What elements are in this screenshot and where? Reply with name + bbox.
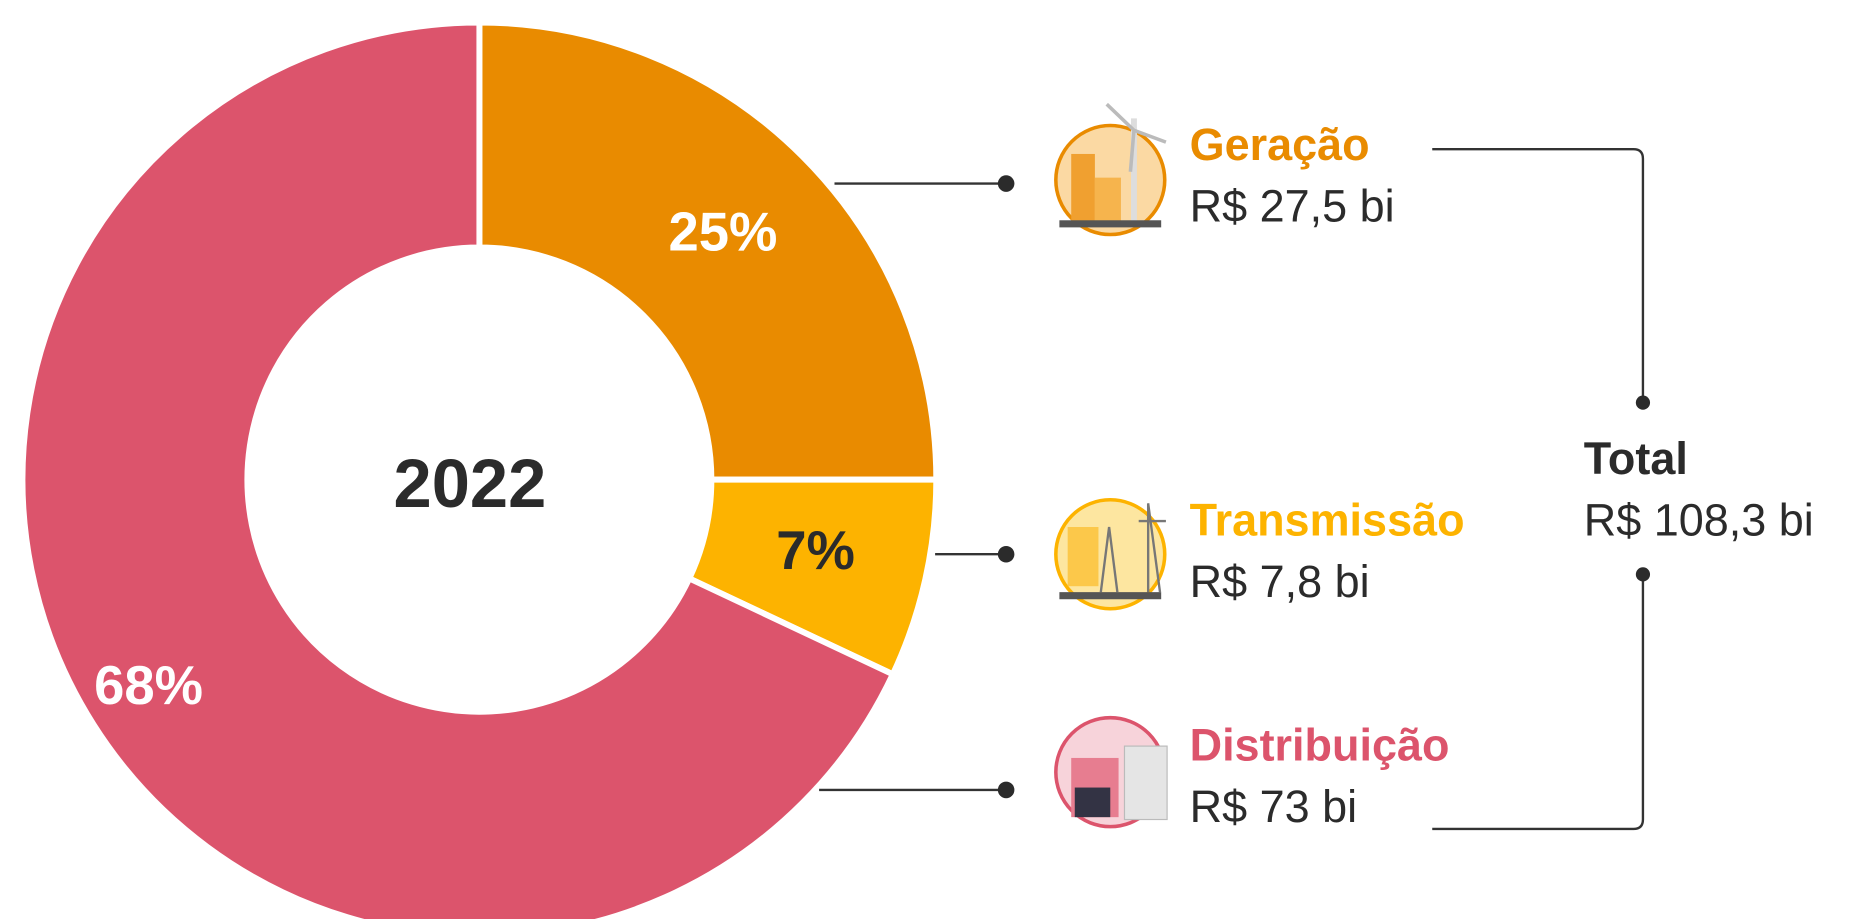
icon-distribution xyxy=(1056,718,1167,827)
value-label: 25% xyxy=(668,201,777,262)
leader-dot xyxy=(998,175,1015,192)
chart: 2022 Total R$ 108,3 bi 25% 7% 68% Geração R$… xyxy=(0,0,1856,919)
total-title: Total xyxy=(1584,433,1688,484)
legend-amount: R$ 73 bi xyxy=(1190,781,1358,832)
bracket xyxy=(1432,574,1643,829)
legend-label: Geração xyxy=(1190,119,1370,170)
bracket-dot xyxy=(1636,567,1650,581)
icon-generation xyxy=(1056,104,1166,234)
bracket xyxy=(1432,149,1643,402)
center-label: 2022 xyxy=(394,445,547,522)
leader-dot xyxy=(998,782,1015,799)
legend-amount: R$ 7,8 bi xyxy=(1190,556,1370,607)
legend-label: Transmissão xyxy=(1190,494,1465,545)
value-label: 7% xyxy=(776,520,855,581)
bracket-dot xyxy=(1636,396,1650,410)
leader-dot xyxy=(998,546,1015,563)
total-value: R$ 108,3 bi xyxy=(1584,494,1814,545)
legend-amount: R$ 27,5 bi xyxy=(1190,181,1395,232)
value-label: 68% xyxy=(94,655,203,716)
page: 2022 Total R$ 108,3 bi 25% 7% 68% Geração R$… xyxy=(0,0,1856,919)
legend-label: Distribuição xyxy=(1190,719,1450,770)
icon-transmission xyxy=(1056,500,1166,609)
